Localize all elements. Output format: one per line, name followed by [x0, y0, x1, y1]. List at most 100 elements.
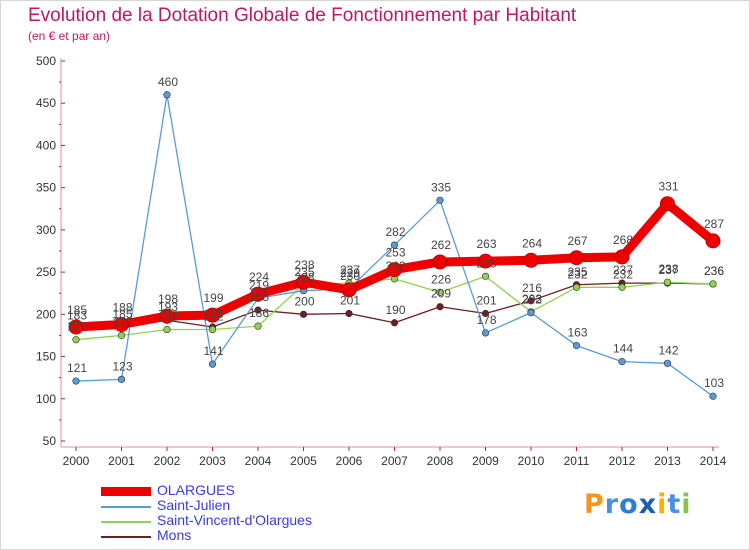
x-tick-label: 2000	[63, 454, 90, 468]
data-label-saint-julien: 460	[158, 75, 178, 89]
data-label-olargues: 331	[658, 180, 678, 194]
data-point-saint-julien	[436, 196, 444, 204]
data-label-saint-julien: 144	[613, 342, 633, 356]
data-label-mons: 201	[476, 293, 496, 307]
data-point-saint-julien	[481, 329, 490, 337]
data-point-saint-vincent-d-olargues	[709, 280, 717, 288]
legend-label-olargues: OLARGUES	[157, 482, 235, 498]
y-tick-label: 100	[36, 392, 56, 406]
data-point-mons	[299, 310, 308, 318]
data-point-olargues	[478, 253, 493, 269]
data-label-saint-vincent-d-olargues: 235	[294, 265, 314, 279]
data-label-saint-julien: 282	[385, 225, 405, 239]
data-label-olargues: 238	[294, 258, 314, 272]
data-point-saint-vincent-d-olargues	[163, 325, 171, 334]
data-label-saint-julien: 163	[567, 326, 587, 340]
data-point-olargues	[705, 233, 721, 249]
data-label-olargues: 287	[704, 217, 724, 231]
data-label-saint-vincent-d-olargues: 203	[522, 292, 542, 306]
data-point-saint-vincent-d-olargues	[663, 278, 672, 286]
data-point-saint-vincent-d-olargues	[117, 331, 126, 340]
data-label-saint-vincent-d-olargues: 238	[658, 262, 678, 276]
data-label-saint-vincent-d-olargues: 170	[67, 320, 87, 334]
data-point-olargues	[523, 252, 539, 268]
data-label-saint-julien: 142	[658, 343, 678, 357]
data-label-olargues: 268	[613, 233, 633, 247]
y-tick-label: 150	[36, 350, 56, 364]
data-point-saint-julien	[208, 360, 217, 368]
data-label-mons: 185	[203, 307, 223, 321]
y-tick-label: 350	[36, 181, 56, 195]
data-point-mons	[481, 309, 490, 318]
data-point-saint-vincent-d-olargues	[436, 288, 444, 296]
legend-swatch-saint-julien	[101, 506, 151, 508]
data-label-saint-vincent-d-olargues: 186	[249, 306, 269, 320]
x-tick-label: 2010	[518, 454, 545, 468]
data-label-olargues: 199	[203, 291, 223, 305]
legend-swatch-olargues	[101, 487, 151, 496]
data-point-saint-julien	[663, 359, 672, 367]
data-label-mons: 185	[112, 307, 132, 321]
data-label-saint-vincent-d-olargues: 232	[567, 267, 587, 281]
data-point-olargues	[205, 307, 220, 323]
data-point-saint-vincent-d-olargues	[572, 283, 581, 291]
data-point-olargues	[432, 254, 448, 270]
data-label-saint-julien: 230	[340, 269, 360, 283]
data-point-saint-vincent-d-olargues	[618, 283, 626, 291]
data-label-mons: 193	[158, 300, 178, 314]
series-points	[68, 91, 721, 400]
data-point-saint-julien	[572, 341, 581, 350]
proxiti-logo: Proxiti	[584, 489, 692, 520]
axes: 50 100 150 200 250 300 350 400 450 500 2000 2001 200…	[36, 54, 727, 468]
data-point-saint-julien	[117, 375, 126, 383]
data-point-saint-julien	[618, 358, 626, 366]
data-point-olargues	[68, 319, 84, 335]
data-label-saint-julien: 202	[522, 293, 542, 307]
data-label-mons: 237	[658, 263, 678, 277]
x-tick-label: 2013	[654, 454, 681, 468]
data-label-olargues: 267	[567, 234, 587, 248]
data-label-olargues: 263	[476, 237, 496, 251]
data-label-saint-vincent-d-olargues: 232	[613, 267, 633, 281]
chart-title: Evolution de la Dotation Globale de Fonc…	[28, 5, 577, 26]
data-label-saint-vincent-d-olargues: 236	[704, 264, 724, 278]
data-label-saint-vincent-d-olargues: 226	[431, 272, 451, 286]
data-label-saint-julien: 228	[294, 271, 314, 285]
data-point-saint-vincent-d-olargues	[72, 336, 80, 344]
data-label-saint-vincent-d-olargues: 242	[385, 259, 405, 273]
data-point-saint-vincent-d-olargues	[481, 272, 490, 280]
data-label-olargues: 229	[340, 266, 360, 280]
data-label-saint-julien: 123	[112, 359, 132, 373]
data-label-mons: 183	[67, 309, 87, 323]
data-point-saint-julien	[709, 392, 717, 400]
data-label-mons: 237	[613, 263, 633, 277]
data-point-olargues	[569, 250, 584, 266]
data-label-saint-vincent-d-olargues: 175	[112, 315, 132, 329]
data-label-olargues: 264	[522, 236, 542, 250]
x-tick-label: 2002	[154, 454, 181, 468]
x-tick-label: 2004	[245, 454, 272, 468]
data-point-olargues	[296, 274, 311, 290]
data-point-mons	[436, 303, 444, 311]
data-label-mons: 216	[522, 281, 542, 295]
data-label-olargues: 185	[67, 303, 87, 317]
x-tick-label: 2009	[472, 454, 499, 468]
y-tick-label: 50	[43, 434, 57, 448]
y-tick-label: 500	[36, 54, 56, 68]
data-point-mons	[254, 306, 262, 314]
y-tick-label: 400	[36, 138, 56, 152]
x-tick-label: 2005	[290, 454, 317, 468]
data-label-olargues: 253	[385, 246, 405, 260]
data-point-olargues	[114, 316, 129, 332]
y-tick-label: 450	[36, 96, 56, 110]
x-tick-label: 2006	[336, 454, 363, 468]
data-label-saint-julien: 335	[431, 180, 451, 194]
y-tick-label: 250	[36, 265, 56, 279]
data-label-mons: 201	[340, 293, 360, 307]
data-point-mons	[390, 319, 399, 327]
data-label-saint-vincent-d-olargues: 245	[476, 256, 496, 270]
chart-subtitle: (en € et par an)	[28, 29, 111, 43]
data-label-mons: 236	[704, 264, 724, 278]
data-point-olargues	[250, 286, 266, 302]
